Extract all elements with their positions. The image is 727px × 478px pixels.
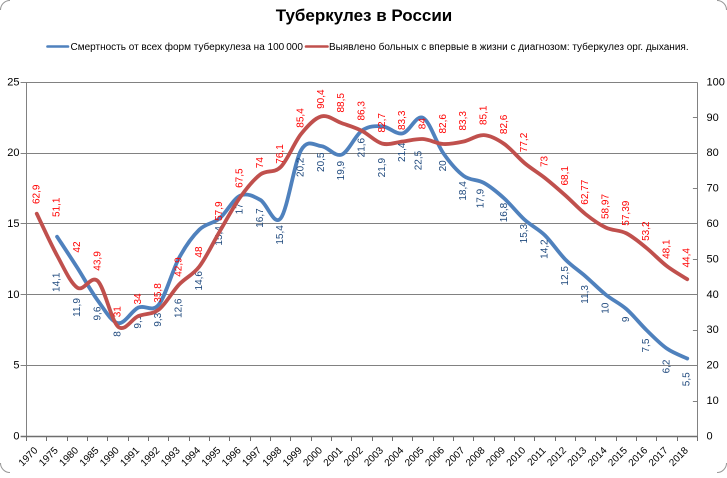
svg-text:86,3: 86,3: [357, 101, 368, 121]
svg-text:83,3: 83,3: [397, 110, 408, 130]
svg-text:5,5: 5,5: [682, 372, 693, 386]
svg-text:15,4: 15,4: [275, 225, 286, 245]
svg-text:25: 25: [7, 76, 19, 88]
svg-text:62,9: 62,9: [31, 184, 42, 204]
svg-text:14,2: 14,2: [539, 239, 550, 259]
svg-text:5: 5: [13, 360, 19, 372]
svg-text:17: 17: [235, 203, 246, 215]
svg-text:15,4: 15,4: [214, 226, 225, 246]
svg-text:58,97: 58,97: [600, 194, 611, 219]
svg-text:12,5: 12,5: [560, 266, 571, 286]
svg-text:50: 50: [707, 253, 719, 265]
svg-text:10: 10: [600, 302, 611, 314]
svg-text:62,77: 62,77: [580, 179, 591, 204]
svg-text:7,5: 7,5: [641, 338, 652, 352]
svg-text:30: 30: [707, 324, 719, 336]
svg-text:90: 90: [707, 112, 719, 124]
svg-text:20,5: 20,5: [316, 152, 327, 172]
svg-text:19,9: 19,9: [336, 160, 347, 180]
svg-text:48: 48: [194, 246, 205, 258]
svg-text:15: 15: [7, 218, 19, 230]
svg-text:11,3: 11,3: [580, 285, 591, 304]
svg-text:0: 0: [707, 430, 713, 442]
svg-text:6,2: 6,2: [661, 359, 672, 373]
svg-text:85,4: 85,4: [296, 108, 307, 128]
svg-text:15,3: 15,3: [519, 223, 530, 243]
svg-text:74: 74: [255, 157, 266, 169]
svg-text:11,9: 11,9: [72, 298, 83, 317]
svg-text:Туберкулез в России: Туберкулез в России: [276, 6, 453, 25]
svg-text:16,8: 16,8: [499, 202, 510, 222]
svg-text:20: 20: [707, 360, 719, 372]
svg-text:21,9: 21,9: [377, 157, 388, 177]
svg-text:77,2: 77,2: [519, 132, 530, 152]
svg-text:12,6: 12,6: [174, 298, 185, 318]
svg-text:44,4: 44,4: [682, 248, 693, 268]
svg-text:84: 84: [417, 118, 428, 130]
svg-text:83,3: 83,3: [458, 111, 469, 131]
svg-text:90,4: 90,4: [316, 89, 327, 109]
svg-text:18,4: 18,4: [458, 181, 469, 201]
svg-text:20: 20: [7, 147, 19, 159]
svg-text:40: 40: [707, 289, 719, 301]
svg-text:43,9: 43,9: [92, 251, 103, 271]
svg-text:73: 73: [539, 155, 550, 167]
svg-text:100: 100: [707, 76, 725, 88]
svg-text:9: 9: [621, 316, 632, 322]
svg-text:14,1: 14,1: [52, 272, 63, 292]
svg-text:17,9: 17,9: [476, 188, 487, 208]
svg-text:8: 8: [113, 331, 124, 337]
svg-text:42,9: 42,9: [174, 257, 185, 277]
svg-text:21,4: 21,4: [397, 142, 408, 162]
svg-text:60: 60: [707, 218, 719, 230]
svg-text:16,7: 16,7: [255, 208, 266, 228]
svg-text:9,3: 9,3: [153, 312, 164, 326]
svg-text:76,1: 76,1: [275, 144, 286, 164]
svg-text:48,1: 48,1: [661, 239, 672, 259]
svg-text:Смертность от всех форм туберк: Смертность от всех форм туберкулеза на 1…: [71, 41, 304, 53]
svg-text:0: 0: [13, 430, 19, 442]
svg-text:70: 70: [707, 183, 719, 195]
svg-text:85,1: 85,1: [478, 105, 489, 125]
svg-text:31: 31: [113, 306, 124, 318]
svg-text:67,5: 67,5: [235, 168, 246, 188]
svg-text:Выявлено больных с впервые в ж: Выявлено больных с впервые в жизни с диа…: [329, 41, 689, 53]
svg-text:20: 20: [438, 160, 449, 172]
svg-text:88,5: 88,5: [336, 93, 347, 113]
svg-text:9,6: 9,6: [92, 306, 103, 320]
svg-text:10: 10: [707, 395, 719, 407]
svg-text:9,1: 9,1: [133, 314, 144, 328]
svg-text:51,1: 51,1: [52, 197, 63, 217]
svg-text:80: 80: [707, 147, 719, 159]
svg-text:82,6: 82,6: [438, 114, 449, 134]
svg-text:42: 42: [72, 241, 83, 253]
svg-text:20,2: 20,2: [296, 157, 307, 177]
svg-text:82,7: 82,7: [377, 113, 388, 133]
svg-text:10: 10: [7, 289, 19, 301]
svg-text:14,6: 14,6: [194, 271, 205, 291]
svg-text:53,2: 53,2: [641, 221, 652, 241]
svg-text:82,6: 82,6: [499, 114, 510, 134]
svg-text:35,8: 35,8: [153, 283, 164, 303]
svg-text:34: 34: [133, 293, 144, 305]
svg-text:22,5: 22,5: [414, 150, 425, 170]
svg-text:21,6: 21,6: [357, 137, 368, 157]
svg-text:68,1: 68,1: [560, 166, 571, 186]
svg-text:57,9: 57,9: [214, 201, 225, 221]
svg-text:57,39: 57,39: [621, 200, 632, 225]
